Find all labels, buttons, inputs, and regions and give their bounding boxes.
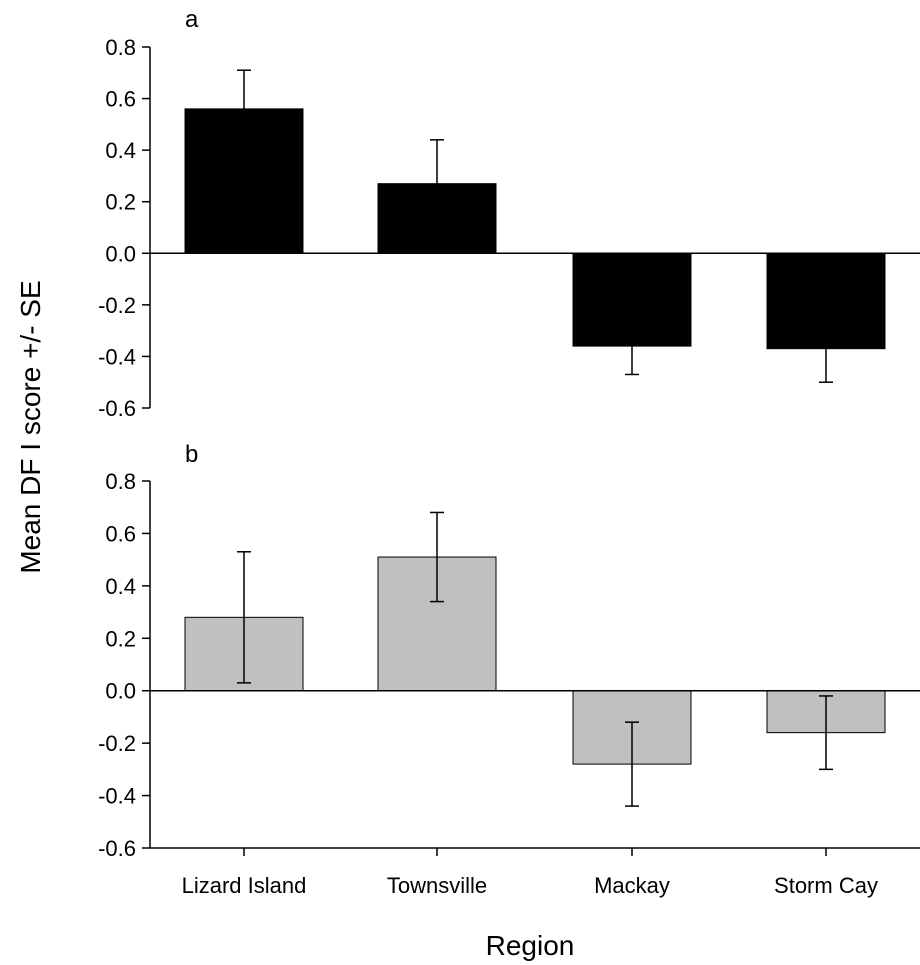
x-axis-title: Region (486, 930, 575, 961)
panel-b-y-tick-label: -0.6 (98, 836, 136, 861)
panel-a-y-tick-label: -0.2 (98, 293, 136, 318)
panel-a-bar-storm-cay (766, 252, 886, 350)
y-axis-title: Mean DF I score +/- SE (15, 280, 46, 573)
panel-a-y-tick-label: 0.8 (105, 35, 136, 60)
x-tick-label: Townsville (387, 873, 487, 898)
panel-a-label: a (185, 6, 199, 33)
panel-a-bar-townsville (377, 183, 497, 254)
panel-a-y-tick-label: 0.0 (105, 241, 136, 266)
panel-a-y-tick-label: 0.6 (105, 87, 136, 112)
panel-a-bar-lizard-island (184, 108, 304, 254)
panel-a-y-tick-label: -0.6 (98, 396, 136, 421)
panel-b-y-tick-label: 0.4 (105, 574, 136, 599)
panel-b-y-tick-label: 0.8 (105, 469, 136, 494)
panel-a-y-tick-label: 0.2 (105, 190, 136, 215)
panel-b-y-tick-label: 0.6 (105, 521, 136, 546)
panel-a-bar-mackay (572, 252, 692, 347)
panel-a-y-tick-label: 0.4 (105, 138, 136, 163)
x-tick-label: Storm Cay (774, 873, 878, 898)
x-tick-label: Mackay (594, 873, 670, 898)
panel-b-y-tick-label: -0.4 (98, 784, 136, 809)
panel-b-y-tick-label: -0.2 (98, 731, 136, 756)
panel-a-y-tick-label: -0.4 (98, 344, 136, 369)
x-tick-label: Lizard Island (182, 873, 307, 898)
panel-b-label: b (185, 441, 198, 468)
panel-b-y-tick-label: 0.2 (105, 626, 136, 651)
panel-b-y-tick-label: 0.0 (105, 679, 136, 704)
